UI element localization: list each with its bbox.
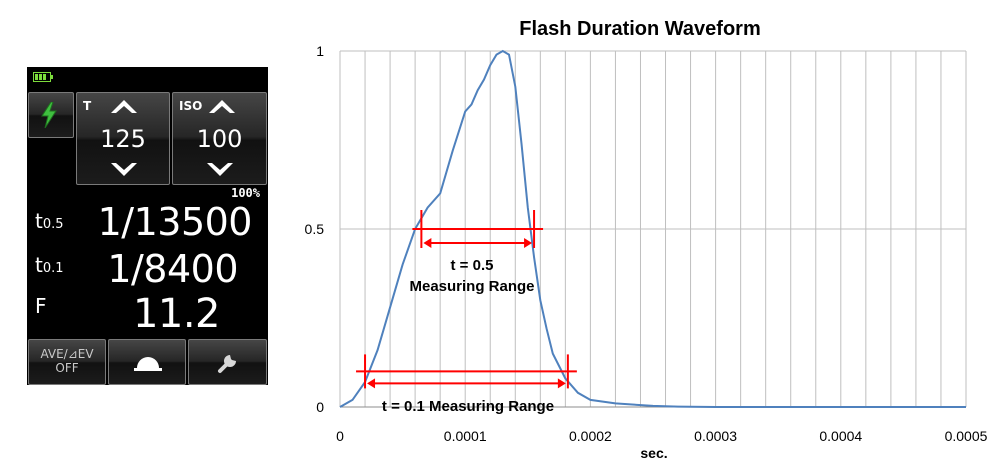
range-arrowhead-left (423, 238, 432, 248)
t05-label: t0.5 (35, 209, 64, 233)
range-arrowhead-right (557, 378, 566, 389)
f-value: 11.2 (132, 291, 221, 337)
y-tick-label: 0 (316, 399, 324, 415)
ave-ev-button[interactable]: AVE/⊿EV OFF (28, 339, 106, 385)
ave-ev-label: AVE/⊿EV (40, 347, 94, 361)
chevron-down-icon[interactable] (111, 163, 137, 177)
shutter-label: T (83, 99, 92, 113)
t01-annotation: t = 0.1 Measuring Range (382, 398, 554, 415)
x-tick-label: 0.0001 (444, 428, 487, 444)
t05-annotation-line2: Measuring Range (409, 278, 534, 295)
x-tick-label: 0.0004 (819, 428, 862, 444)
waveform-line (339, 49, 966, 408)
flash-mode-button[interactable] (28, 92, 74, 138)
t01-value: 1/8400 (107, 247, 238, 291)
measuring-ranges (356, 210, 577, 389)
shutter-value: 125 (100, 125, 146, 153)
chevron-up-icon[interactable] (111, 99, 137, 113)
y-axis-ticks: 00.51 (305, 43, 325, 415)
ave-ev-state: OFF (55, 361, 79, 375)
range-arrowhead-right (524, 238, 533, 248)
y-tick-label: 1 (316, 43, 324, 59)
f-label: F (35, 294, 47, 318)
iso-label: ISO (179, 99, 203, 113)
range-arrowhead-left (367, 378, 376, 389)
shutter-speed-panel[interactable]: T 125 (76, 92, 170, 185)
flash-bolt-icon (41, 102, 57, 128)
wrench-icon (218, 355, 236, 373)
dome-icon (134, 357, 162, 371)
dome-button[interactable] (108, 339, 186, 385)
meter-screen: T 125 ISO 100 100% t0.5 1/13500 t0.1 1/8… (27, 67, 268, 385)
x-tick-label: 0 (336, 428, 344, 444)
chevron-down-icon[interactable] (207, 163, 233, 177)
chevron-up-icon[interactable] (209, 99, 235, 113)
y-tick-label: 0.5 (305, 221, 325, 237)
flash-percent: 100% (231, 186, 260, 200)
x-tick-label: 0.0005 (945, 428, 988, 444)
chart-title: Flash Duration Waveform (519, 18, 761, 40)
x-axis-ticks: 0 0.0001 0.0002 0.0003 0.0004 0.0005 (336, 428, 988, 444)
t05-annotation-line1: t = 0.5 (451, 257, 494, 274)
t05-value: 1/13500 (97, 200, 253, 244)
settings-button[interactable] (188, 339, 267, 385)
x-tick-label: 0.0002 (569, 428, 612, 444)
x-axis-label: sec. (640, 445, 667, 461)
iso-value: 100 (196, 125, 243, 153)
t01-label: t0.1 (35, 253, 64, 277)
iso-panel[interactable]: ISO 100 (172, 92, 267, 185)
x-tick-label: 0.0003 (694, 428, 737, 444)
battery-icon (33, 72, 53, 82)
